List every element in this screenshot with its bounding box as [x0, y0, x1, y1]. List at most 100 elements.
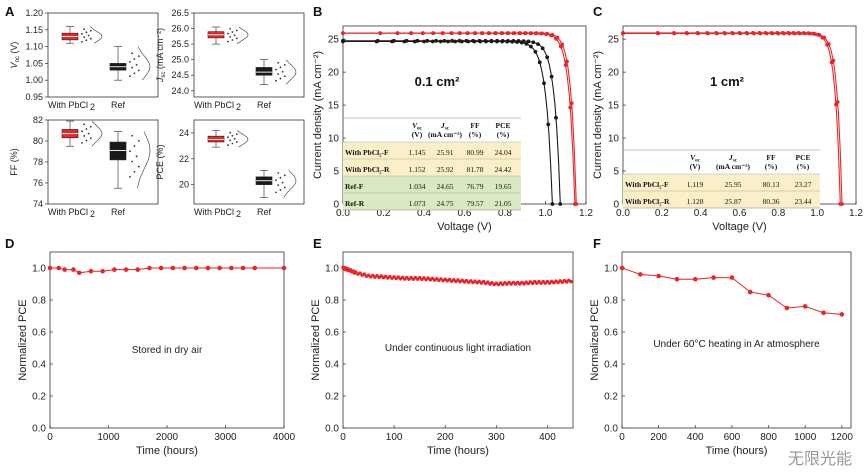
x-tick-label-c: 0.4: [694, 208, 708, 219]
scatter-point-a3: [137, 165, 140, 168]
stability-marker-f: [674, 276, 680, 282]
jv-marker-b: [489, 38, 494, 43]
scatter-point-a4: [281, 181, 284, 184]
table-header-unit-b: (mA cm⁻²): [428, 130, 462, 139]
x-category-label-a2: Ref: [257, 100, 272, 110]
table-row-c: [623, 174, 820, 191]
jv-marker-c: [840, 202, 844, 206]
x-tick-label-c: 0.0: [616, 208, 630, 219]
jv-marker-c: [714, 31, 719, 36]
scatter-point-a4: [283, 186, 286, 189]
scatter-point-a4: [235, 133, 238, 136]
scatter-point-a1: [137, 69, 140, 72]
box-a3-1: [109, 141, 127, 161]
jv-marker-c: [817, 33, 822, 37]
x-tick-label-d: 1000: [97, 432, 120, 443]
scatter-point-a2: [229, 35, 232, 38]
y-tick-label-e: 1.0: [325, 264, 339, 275]
jv-marker-b: [375, 38, 380, 43]
jv-marker-b: [425, 38, 430, 43]
jv-marker-b: [563, 63, 568, 68]
stability-marker-d: [71, 267, 76, 272]
table-cell-b: With PbCl₂-F: [345, 148, 389, 157]
y-tick-label-b: 0: [333, 200, 339, 211]
scatter-point-a4: [279, 189, 282, 191]
jv-marker-b: [524, 31, 528, 36]
table-cell-b: 80.99: [467, 148, 484, 157]
x-tick-label-f: 200: [650, 432, 667, 443]
table-cell-b: 1.145: [409, 148, 426, 157]
jv-marker-b: [464, 38, 469, 43]
scatter-point-a2: [275, 79, 277, 82]
jv-marker-b: [458, 31, 463, 36]
y-tick-label-a2: 26.5: [171, 8, 189, 18]
x-category-label-a1: With PbCl: [48, 100, 88, 110]
scatter-point-a2: [231, 31, 234, 33]
scatter-point-a3: [133, 170, 136, 173]
scatter-point-a4: [279, 176, 282, 179]
x-category-label-a3: With PbCl: [48, 207, 88, 217]
jv-marker-b: [529, 44, 533, 49]
table-cell-c: 80.13: [763, 180, 780, 189]
stability-marker-d: [205, 265, 211, 271]
jv-marker-b: [471, 38, 475, 43]
jv-marker-b: [529, 31, 534, 36]
jv-marker-b: [450, 38, 454, 43]
table-header-b: Voc: [412, 121, 423, 132]
stability-marker-d: [123, 267, 129, 272]
x-tick-label-b: 1.2: [579, 208, 593, 219]
y-tick-label-c: 5: [613, 167, 619, 178]
stability-marker-e: [358, 271, 362, 275]
table-cell-c: 25.87: [725, 197, 742, 206]
y-axis-label-e: Normalized PCE: [310, 299, 322, 380]
stability-marker-d: [158, 265, 164, 271]
jv-marker-b: [421, 31, 425, 36]
table-header-c: FF: [766, 153, 776, 162]
x-tick-label-f: 1200: [831, 432, 854, 443]
jv-marker-b: [378, 31, 383, 36]
jv-marker-b: [480, 31, 485, 36]
y-tick-label-a1: 0.95: [25, 92, 43, 102]
y-axis-label-c: Current density (mA cm⁻²): [592, 51, 604, 179]
scatter-point-a2: [231, 39, 234, 41]
jv-marker-b: [521, 39, 526, 43]
y-tick-label-a4: 20: [179, 180, 189, 190]
stability-marker-f: [747, 289, 753, 295]
jv-marker-b: [477, 38, 482, 43]
y-axis-label-a4: PCE (%): [155, 144, 165, 179]
x-tick-label-b: 1.0: [539, 208, 553, 219]
jv-marker-c: [831, 58, 836, 63]
table-cell-b: 1.034: [409, 182, 426, 191]
scatter-point-a3: [131, 134, 134, 137]
scatter-point-a1: [83, 28, 86, 31]
table-cell-b: 24.75: [437, 199, 454, 208]
scatter-point-a3: [133, 145, 136, 147]
x-category-sub-a4: 2: [236, 209, 241, 219]
x-axis-label-d: Time (hours): [136, 445, 198, 457]
jv-marker-b: [341, 31, 345, 36]
stability-marker-d: [100, 268, 105, 274]
jv-marker-c: [672, 31, 677, 36]
scatter-point-a2: [281, 70, 284, 73]
scatter-point-a3: [131, 160, 134, 163]
plot-frame-a1: [47, 12, 159, 98]
table-row-b: [343, 193, 521, 210]
density-curve-a2: [236, 26, 249, 45]
scatter-point-a1: [133, 72, 136, 75]
jv-marker-c: [723, 31, 728, 36]
table-cell-b: With PbCl₂-R: [345, 165, 390, 174]
table-cell-b: 24.42: [495, 165, 512, 174]
scatter-point-a1: [135, 63, 138, 66]
table-header-unit-b: (%): [497, 130, 510, 139]
table-row-b: [343, 176, 521, 193]
table-header-unit-c: (V): [690, 162, 701, 171]
jv-marker-b: [546, 122, 551, 127]
scatter-point-a3: [81, 141, 83, 144]
y-tick-label-e: 0.4: [325, 360, 339, 371]
scatter-point-a3: [85, 128, 88, 130]
stability-marker-d: [47, 265, 53, 271]
y-tick-label-c: 20: [608, 68, 620, 79]
stability-marker-d: [112, 267, 117, 272]
x-axis-label-c: Voltage (V): [712, 221, 766, 233]
